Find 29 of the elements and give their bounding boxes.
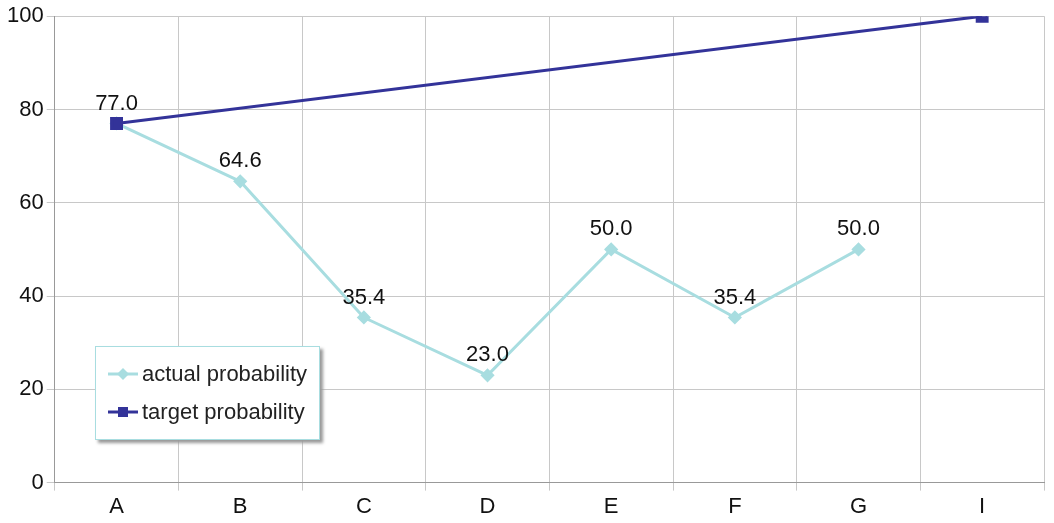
data-label: 64.6 (218, 147, 262, 173)
data-label: 35.4 (713, 283, 757, 309)
data-label: 50.0 (837, 215, 880, 241)
data-label: 50.0 (589, 215, 633, 241)
x-tick-label: I (979, 492, 986, 518)
x-tick-label: D (479, 492, 496, 518)
y-tick-label: 100 (6, 2, 44, 28)
point (604, 242, 618, 256)
x-tick-label: C (355, 492, 372, 518)
data-label: 35.4 (342, 283, 386, 309)
legend-label: actual probability (142, 361, 308, 387)
legend-label: target probability (142, 399, 305, 425)
y-tick-label: 60 (19, 188, 44, 214)
point (233, 174, 247, 188)
y-tick-label: 80 (19, 95, 44, 121)
data-label: 77.0 (95, 89, 138, 115)
point (357, 310, 371, 324)
y-tick-label: 20 (19, 375, 44, 401)
x-tick-label: G (849, 492, 868, 518)
point (852, 242, 866, 256)
y-tick-label: 40 (19, 282, 44, 308)
x-tick-label: F (728, 492, 742, 518)
point (728, 310, 742, 324)
x-tick-label: E (603, 492, 619, 518)
y-tick-label: 0 (31, 468, 44, 494)
data-label: 23.0 (466, 341, 509, 367)
point (481, 368, 495, 382)
x-tick-label: B (232, 492, 248, 518)
x-tick-label: A (109, 492, 125, 518)
